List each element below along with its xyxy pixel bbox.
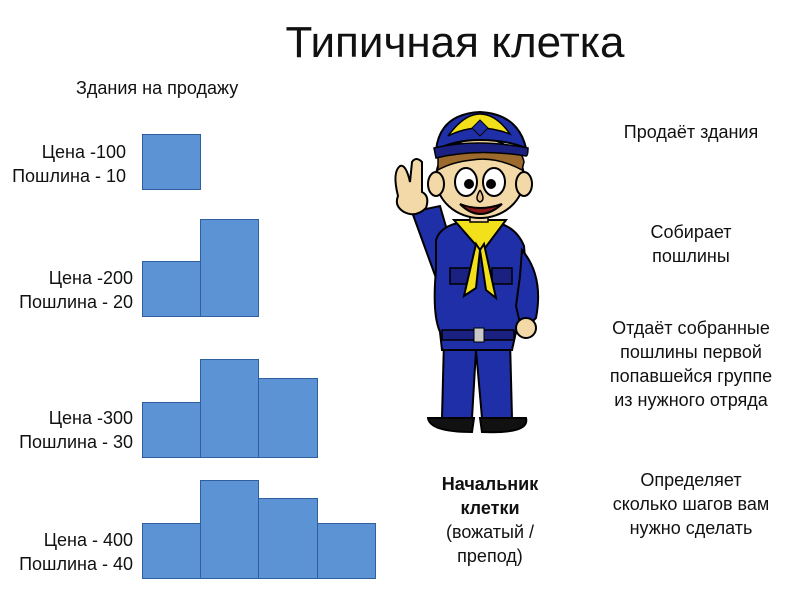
building-1-toll: Пошлина - 10	[12, 166, 126, 186]
building-2-price: Цена -200	[48, 268, 133, 288]
building-block	[200, 219, 259, 317]
building-block	[200, 480, 259, 579]
buildings-subtitle: Здания на продажу	[76, 78, 239, 98]
duty-gives-tolls: Отдаёт собранные пошлины первой попавшей…	[609, 318, 773, 410]
duty-sets-steps: Определяет сколько шагов вам нужно сдела…	[612, 470, 770, 538]
boss-role-line2: препод)	[457, 546, 523, 566]
building-1-label: Цена -100 Пошлина - 10	[0, 140, 126, 188]
building-block	[258, 378, 318, 458]
building-2-label: Цена -200 Пошлина - 20	[0, 266, 133, 314]
boss-role-line1: (вожатый /	[445, 522, 535, 542]
boss-name-line2: клетки	[460, 498, 520, 518]
building-block	[258, 498, 318, 579]
page-title: Типичная клетка	[285, 18, 625, 67]
building-1-price: Цена -100	[41, 142, 126, 162]
building-block	[200, 359, 259, 458]
building-4-price: Цена - 400	[43, 530, 133, 550]
building-3-toll: Пошлина - 30	[19, 432, 133, 452]
boss-name-line1: Начальник	[441, 474, 539, 494]
building-3-price: Цена -300	[48, 408, 133, 428]
duty-collects-tolls: Собирает пошлины	[650, 222, 732, 266]
building-block	[142, 402, 201, 458]
building-3-label: Цена -300 Пошлина - 30	[0, 406, 133, 454]
scout-leader-waving-icon	[394, 110, 540, 434]
building-2-toll: Пошлина - 20	[19, 292, 133, 312]
building-block	[317, 523, 376, 579]
building-4-label: Цена - 400 Пошлина - 40	[0, 528, 133, 576]
boss-label: Начальник клетки (вожатый / препод)	[420, 472, 560, 568]
building-4-toll: Пошлина - 40	[19, 554, 133, 574]
building-block	[142, 134, 201, 190]
building-block	[142, 261, 201, 317]
duty-sells-buildings: Продаёт здания	[623, 122, 759, 142]
building-block	[142, 523, 201, 579]
